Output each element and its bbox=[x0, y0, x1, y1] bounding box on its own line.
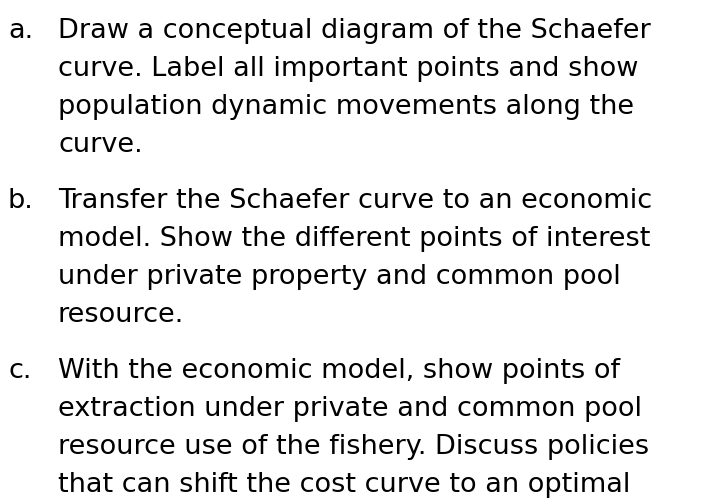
Text: under private property and common pool: under private property and common pool bbox=[58, 264, 621, 290]
Text: model. Show the different points of interest: model. Show the different points of inte… bbox=[58, 226, 650, 252]
Text: that can shift the cost curve to an optimal: that can shift the cost curve to an opti… bbox=[58, 472, 631, 498]
Text: b.: b. bbox=[8, 188, 34, 214]
Text: extraction under private and common pool: extraction under private and common pool bbox=[58, 396, 642, 422]
Text: resource.: resource. bbox=[58, 302, 184, 328]
Text: Transfer the Schaefer curve to an economic: Transfer the Schaefer curve to an econom… bbox=[58, 188, 652, 214]
Text: population dynamic movements along the: population dynamic movements along the bbox=[58, 94, 634, 120]
Text: With the economic model, show points of: With the economic model, show points of bbox=[58, 358, 620, 384]
Text: curve. Label all important points and show: curve. Label all important points and sh… bbox=[58, 56, 639, 82]
Text: Draw a conceptual diagram of the Schaefer: Draw a conceptual diagram of the Schaefe… bbox=[58, 18, 651, 44]
Text: c.: c. bbox=[8, 358, 32, 384]
Text: curve.: curve. bbox=[58, 132, 143, 158]
Text: a.: a. bbox=[8, 18, 33, 44]
Text: resource use of the fishery. Discuss policies: resource use of the fishery. Discuss pol… bbox=[58, 434, 649, 460]
